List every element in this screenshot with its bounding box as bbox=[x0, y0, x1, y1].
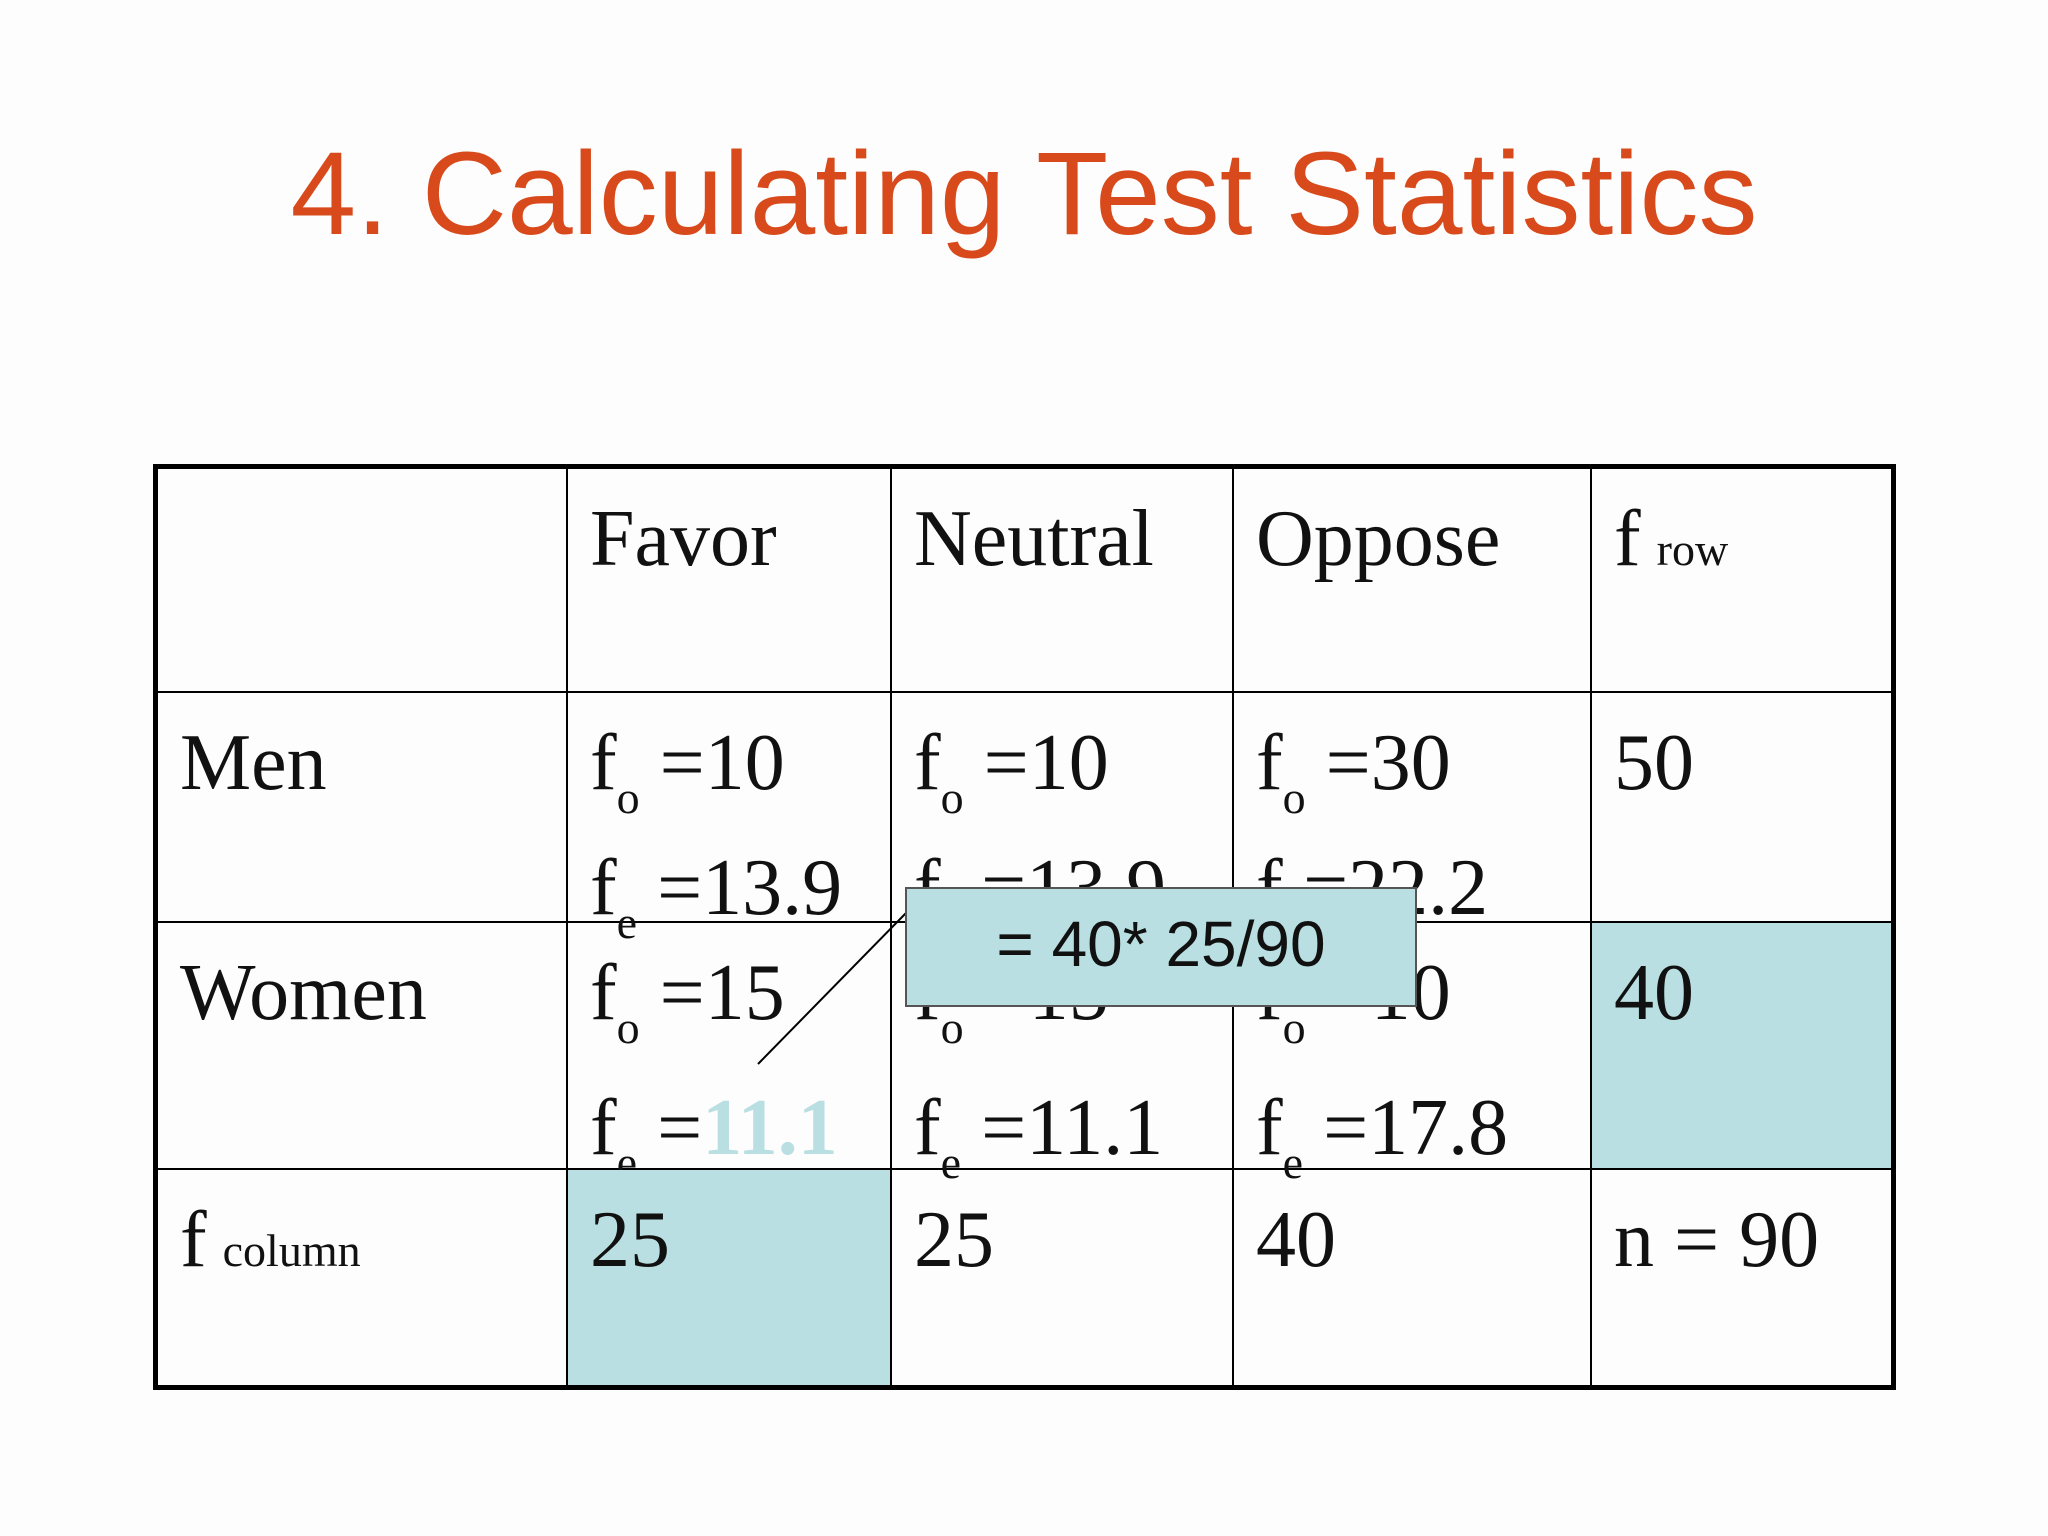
fe-sub: e bbox=[616, 897, 638, 948]
fo-sub: o bbox=[940, 1002, 964, 1053]
women-favor-fo: fo =15 bbox=[590, 953, 785, 1051]
fo-value: =10 bbox=[659, 719, 785, 807]
men-favor-fo: fo =10 bbox=[590, 723, 785, 821]
women-favor-fe: fe =11.1 bbox=[590, 1088, 838, 1186]
fo-f: f bbox=[1256, 719, 1283, 807]
fe-value: =17.8 bbox=[1323, 1084, 1509, 1172]
men-favor-cell: fo =10 fe =13.9 bbox=[568, 693, 892, 946]
women-total-cell: 40 bbox=[1592, 923, 1891, 1170]
fe-value: =11.1 bbox=[981, 1084, 1164, 1172]
footer-neutral: 25 bbox=[914, 1196, 994, 1284]
fe-equals: = bbox=[657, 1084, 703, 1172]
footer-favor-cell: 25 bbox=[568, 1170, 892, 1385]
fo-sub: o bbox=[616, 1002, 640, 1053]
fo-value: =30 bbox=[1325, 719, 1451, 807]
footer-favor: 25 bbox=[590, 1196, 670, 1284]
column-total-f: f bbox=[180, 1196, 207, 1284]
header-oppose-label: Oppose bbox=[1256, 495, 1501, 583]
row-total-sub: row bbox=[1656, 524, 1729, 575]
header-neutral: Neutral bbox=[892, 469, 1234, 693]
footer-total: n = 90 bbox=[1614, 1196, 1820, 1284]
callout-box: = 40* 25/90 bbox=[905, 887, 1417, 1007]
fo-sub: o bbox=[1282, 1002, 1306, 1053]
row-total-f: f bbox=[1614, 495, 1641, 583]
women-neutral-fe: fe =11.1 bbox=[914, 1088, 1163, 1186]
fe-value: =13.9 bbox=[657, 844, 843, 932]
men-total-cell: 50 bbox=[1592, 693, 1891, 923]
header-favor: Favor bbox=[568, 469, 892, 693]
men-total: 50 bbox=[1614, 719, 1694, 807]
men-oppose-fo: fo =30 bbox=[1256, 723, 1451, 821]
row-men-label-cell: Men bbox=[158, 693, 568, 923]
header-oppose: Oppose bbox=[1234, 469, 1592, 693]
header-empty-cell bbox=[158, 469, 568, 693]
footer-oppose-cell: 40 bbox=[1234, 1170, 1592, 1385]
row-men-label: Men bbox=[180, 719, 327, 807]
fo-f: f bbox=[590, 949, 617, 1037]
fo-sub: o bbox=[1282, 772, 1306, 823]
footer-total-cell: n = 90 bbox=[1592, 1170, 1891, 1385]
fe-f: f bbox=[1256, 1084, 1283, 1172]
fe-sub: e bbox=[940, 1137, 962, 1188]
fo-f: f bbox=[914, 719, 941, 807]
women-total: 40 bbox=[1614, 949, 1694, 1037]
footer-label: f column bbox=[180, 1200, 361, 1280]
column-total-sub: column bbox=[222, 1225, 361, 1276]
contingency-table: Favor Neutral Oppose f row Men fo =10 fe … bbox=[153, 464, 1896, 1390]
fe-value-highlighted: 11.1 bbox=[702, 1084, 838, 1172]
fo-value: =15 bbox=[659, 949, 785, 1037]
fo-sub: o bbox=[616, 772, 640, 823]
footer-neutral-cell: 25 bbox=[892, 1170, 1234, 1385]
header-row-total-label: f row bbox=[1614, 499, 1728, 579]
fe-f: f bbox=[914, 1084, 941, 1172]
footer-label-cell: f column bbox=[158, 1170, 568, 1385]
footer-oppose: 40 bbox=[1256, 1196, 1336, 1284]
header-neutral-label: Neutral bbox=[914, 495, 1154, 583]
fe-f: f bbox=[590, 1084, 617, 1172]
women-favor-cell: fo =15 fe =11.1 bbox=[568, 923, 892, 1186]
fe-sub: e bbox=[1282, 1137, 1304, 1188]
row-women-label: Women bbox=[180, 949, 427, 1037]
women-oppose-fe: fe =17.8 bbox=[1256, 1088, 1508, 1186]
slide-title: 4. Calculating Test Statistics bbox=[290, 128, 1758, 260]
fo-f: f bbox=[590, 719, 617, 807]
men-neutral-fo: fo =10 bbox=[914, 723, 1109, 821]
fe-f: f bbox=[590, 844, 617, 932]
men-favor-fe: fe =13.9 bbox=[590, 848, 842, 946]
pointer-line bbox=[757, 911, 908, 1065]
fo-value: =10 bbox=[983, 719, 1109, 807]
header-favor-label: Favor bbox=[590, 495, 777, 583]
row-women-label-cell: Women bbox=[158, 923, 568, 1170]
fo-sub: o bbox=[940, 772, 964, 823]
header-row-total: f row bbox=[1592, 469, 1891, 693]
